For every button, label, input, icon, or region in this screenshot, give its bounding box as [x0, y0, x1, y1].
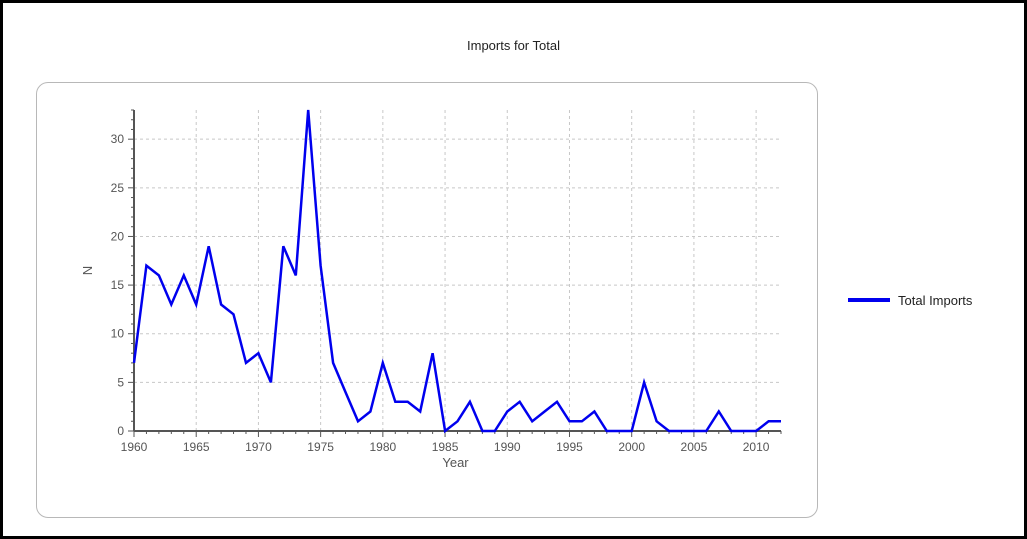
- x-tick-label: 2000: [618, 440, 645, 454]
- ticks: 0 5 10 15 20 25 30 1960 1965 1970 1975 1980 1985 1990…: [111, 109, 782, 454]
- y-tick-label: 25: [111, 181, 125, 195]
- plot-panel: [36, 82, 818, 518]
- x-tick-label: 1965: [183, 440, 210, 454]
- x-tick-label: 1960: [121, 440, 148, 454]
- x-tick-label: 1980: [369, 440, 396, 454]
- x-tick-label: 2005: [681, 440, 708, 454]
- y-tick-label: 10: [111, 327, 125, 341]
- y-tick-label: 20: [111, 229, 125, 243]
- x-tick-label: 1975: [307, 440, 334, 454]
- y-tick-label: 15: [111, 278, 125, 292]
- y-tick-label: 30: [111, 132, 125, 146]
- x-tick-label: 1995: [556, 440, 583, 454]
- x-tick-label: 1970: [245, 440, 272, 454]
- x-axis-title: Year: [442, 455, 469, 470]
- chart-title: Imports for Total: [467, 38, 560, 53]
- legend-label-total-imports: Total Imports: [898, 292, 973, 308]
- series-layer: [132, 109, 781, 434]
- y-tick-label: 0: [117, 424, 124, 438]
- y-axis-title: N: [80, 266, 95, 275]
- grid: [133, 110, 781, 432]
- y-tick-label: 5: [117, 375, 124, 389]
- x-tick-label: 1985: [432, 440, 459, 454]
- x-tick-label: 2010: [743, 440, 770, 454]
- series-line-total-imports: [132, 109, 781, 434]
- legend: Total Imports: [848, 292, 972, 308]
- legend-swatch-total-imports: [848, 298, 890, 302]
- x-tick-label: 1990: [494, 440, 521, 454]
